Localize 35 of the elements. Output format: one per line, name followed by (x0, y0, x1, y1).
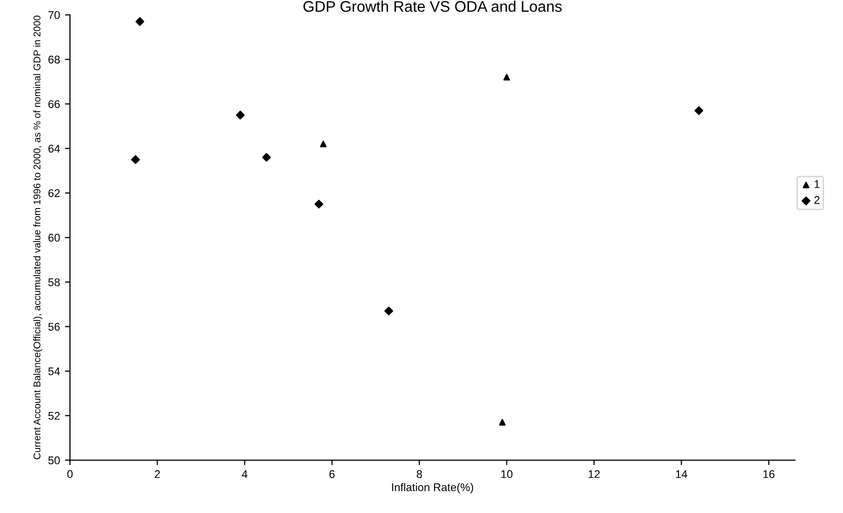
y-tick-label: 60 (48, 234, 60, 242)
legend-label: 1 (814, 180, 820, 188)
x-tick-label: 10 (501, 470, 512, 478)
point (503, 74, 510, 81)
point (694, 106, 704, 115)
y-tick-label: 58 (48, 278, 60, 286)
x-tick-label: 4 (242, 470, 248, 478)
point (262, 153, 271, 162)
point (135, 17, 144, 26)
y-tick-label: 54 (48, 367, 60, 376)
x-tick-label: 12 (588, 470, 600, 478)
y-tick-label: 68 (48, 56, 60, 64)
x-tick-label: 6 (329, 470, 335, 478)
point (314, 200, 324, 208)
y-axis-title: Current Account Balance(Official), accumulated value from 1996 to 2000, as % of nominal GDP in 2000 (33, 16, 42, 460)
x-tick-label: 2 (154, 470, 160, 478)
chart-title: GDP Growth Rate VS ODA and Loans (303, 0, 562, 12)
y-tick-label: 56 (48, 322, 60, 331)
point (320, 140, 327, 148)
x-tick-label: 8 (416, 470, 422, 478)
y-tick-label: 70 (48, 11, 60, 20)
y-tick-label: 64 (48, 144, 60, 153)
x-tick-label: 14 (676, 470, 688, 478)
y-tick-label: 50 (48, 456, 60, 464)
point (384, 306, 394, 316)
x-tick-label: 16 (763, 470, 774, 478)
point (499, 419, 506, 426)
x-tick-label: 0 (67, 470, 73, 478)
y-tick-label: 52 (48, 412, 60, 420)
legend-label: 2 (814, 196, 820, 204)
y-tick-label: 66 (48, 100, 60, 108)
y-tick-label: 62 (48, 189, 60, 198)
point (131, 155, 140, 164)
point (236, 110, 245, 120)
x-axis-title: Inflation Rate(%) (392, 483, 474, 494)
